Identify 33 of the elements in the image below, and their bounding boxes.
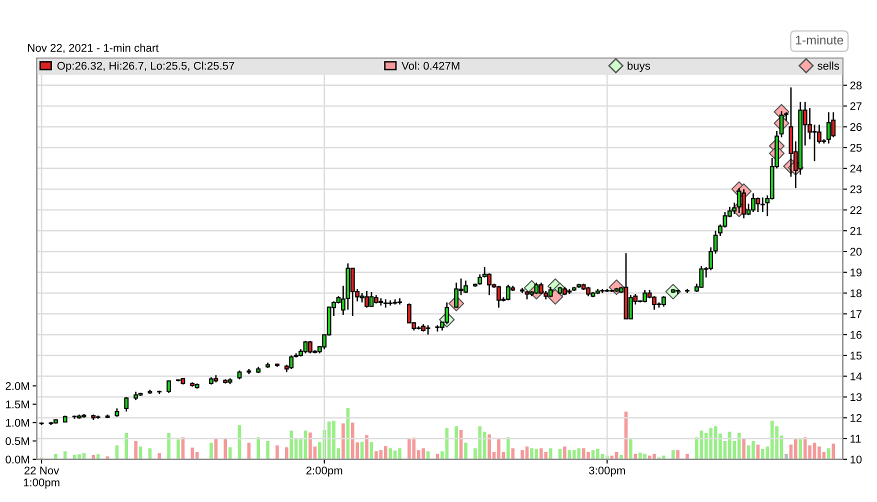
y-tick-label: 15 [850,352,862,360]
y2-tick-label: 1.5M [6,400,29,408]
y-tick-label: 25 [850,144,862,152]
y2-tick-label: 0.5M [6,437,29,446]
legend-label: sells [818,62,840,70]
legend-label: buys [628,62,650,72]
y-tick-label: 16 [850,330,862,339]
chart-subtitle: Nov 22, 2021 - 1-min chart [28,44,159,54]
y-tick-label: 14 [850,372,862,380]
y-tick-label: 11 [850,434,861,443]
y2-tick-label: 2.0M [6,382,29,390]
text: 1-minute [796,35,844,45]
y-tick-label: 13 [850,393,862,402]
y-tick-label: 22 [850,206,862,214]
y-tick-label: 27 [850,102,862,110]
y2-tick-label: 0.0M [6,456,29,464]
y-tick-label: 10 [850,456,862,464]
y-tick-label: 26 [850,123,862,131]
y-tick-label: 18 [850,289,862,298]
y-tick-label: 19 [850,268,862,276]
legend-label: Vol: 0.427M [402,62,460,70]
y-tick-label: 24 [850,164,862,172]
x-tick-label: 2:00pm [306,466,342,477]
x-tick-label: 3:00pm [589,466,625,477]
legend-label: Op:26.32, Hi:26.7, Lo:25.5, Cl:25.57 [57,62,234,72]
x-tick-label: 22 Nov 1:00pm [24,466,60,489]
y2-tick-label: 1.0M [6,418,29,427]
y-tick-label: 23 [850,185,862,194]
y-tick-label: 20 [850,248,862,256]
y-tick-label: 12 [850,414,862,422]
y-tick-label: 28 [850,82,862,90]
y-tick-label: 21 [850,226,862,235]
y-tick-label: 17 [850,310,862,318]
